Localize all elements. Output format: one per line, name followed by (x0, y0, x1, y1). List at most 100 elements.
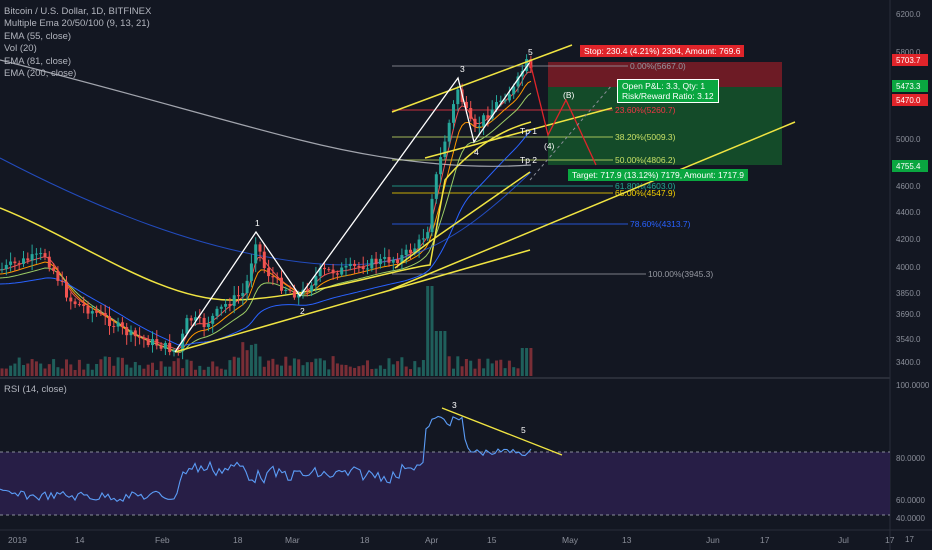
volume-bar (297, 359, 301, 376)
volume-bar (254, 343, 258, 376)
candle-body (499, 100, 503, 103)
candle-body (370, 258, 374, 269)
projection-path[interactable] (529, 61, 597, 166)
price-tag[interactable] (892, 160, 928, 172)
volume-bar (335, 363, 339, 376)
target-label[interactable]: Target: 717.9 (13.12%) 7179, Amount: 171… (568, 169, 749, 181)
volume-bar (30, 359, 34, 376)
wave-label[interactable]: 5 (528, 47, 533, 57)
axes: 6200.0 5800.0 5000.0 4600.0 4400.0 4200.0 4000… (8, 10, 930, 545)
price-tag-label: 5470.0 (896, 96, 921, 105)
volume-bar (60, 368, 64, 376)
fib-level-label: 38.20%(5009.3) (615, 132, 676, 142)
candle-body (404, 249, 408, 255)
volume-bar (331, 356, 335, 376)
time-axis-label: 17 (760, 535, 770, 545)
wave-label[interactable]: 2 (300, 306, 305, 316)
fib-level-label: 78.60%(4313.7) (630, 219, 691, 229)
time-axis-label: 15 (487, 535, 497, 545)
candle-body (361, 266, 365, 270)
rsi-series (0, 415, 532, 503)
pnl-label[interactable]: Open P&L: 3.3, Qty: 1 Risk/Reward Ratio:… (617, 79, 719, 103)
channel-lower[interactable] (424, 107, 613, 159)
legend-item-ema-55[interactable]: EMA (55, close) (4, 30, 72, 42)
tp-label[interactable]: Tp 1 (520, 126, 537, 136)
tp-label[interactable]: Tp 2 (520, 155, 537, 165)
volume-bar (138, 365, 142, 376)
fib-level-label: 65.00%(4547.9) (615, 188, 676, 198)
volume-bar (400, 357, 404, 376)
ema-100-line (0, 92, 532, 353)
candle-body (452, 104, 455, 123)
candle-body (0, 269, 4, 271)
price-tag[interactable] (892, 80, 928, 92)
volume-bar (86, 363, 90, 376)
volume-bar (249, 344, 253, 376)
candle-body (224, 304, 228, 307)
candle-body (90, 311, 94, 314)
price-axis-label: 5000.0 (896, 135, 921, 144)
rsi-legend[interactable]: RSI (14, close) (4, 384, 67, 395)
volume-bar (34, 361, 38, 376)
candle-body (198, 317, 202, 319)
legend-item-ema-81[interactable]: EMA (81, close) (4, 55, 72, 67)
volume-bar (383, 368, 387, 376)
candle-body (95, 311, 99, 313)
volume-bar (516, 368, 520, 376)
candle-body (456, 89, 460, 105)
wave-label[interactable]: 3 (460, 64, 465, 74)
legend-item-ema-200[interactable]: EMA (200, close) (4, 68, 77, 80)
volume-bar (219, 368, 223, 376)
trendline-long[interactable] (389, 121, 796, 291)
candle-body (4, 264, 8, 270)
candle-body (181, 333, 185, 351)
wave-label[interactable]: (B) (563, 90, 575, 100)
trend-support[interactable] (394, 239, 433, 269)
candle-body (297, 294, 301, 298)
symbol-title[interactable]: Bitcoin / U.S. Dollar, 1D, BITFINEX (4, 6, 152, 17)
volume-bar (310, 362, 314, 376)
stop-label[interactable]: Stop: 230.4 (4.21%) 2304, Amount: 769.6 (580, 45, 745, 57)
candle-body (366, 268, 369, 270)
candle-body (391, 259, 395, 263)
legend-item-volume[interactable]: Vol (20) (4, 43, 37, 55)
time-axis-label: 14 (75, 535, 85, 545)
wave-label[interactable]: 4 (474, 147, 479, 157)
rsi-band (0, 452, 890, 515)
trend-support-2[interactable] (431, 171, 531, 241)
volume-bar (340, 364, 344, 376)
candle-body (284, 289, 288, 291)
ema-50-line (0, 80, 532, 353)
price-tag[interactable] (892, 54, 928, 66)
trendline-main[interactable] (174, 249, 531, 353)
price-tag[interactable] (892, 94, 928, 106)
drawings[interactable]: 1 2 3 4 5 (4) (B) Tp 1 Tp 2 (174, 44, 796, 353)
tradingview-logo[interactable]: 17 (905, 535, 914, 544)
candle-body (288, 289, 292, 291)
projection-dashed[interactable] (529, 84, 613, 181)
volume-bar (4, 368, 8, 376)
fibonacci-retracement[interactable]: 0.00%(5667.0) 23.60%(5260.7) 38.20%(5009.3… (392, 61, 713, 279)
rsi-divergence-line[interactable] (441, 407, 563, 456)
candle-body (353, 263, 357, 266)
volume-bar (284, 356, 288, 376)
candle-body (77, 304, 81, 306)
ema-lines (0, 59, 532, 353)
candle-body (327, 269, 331, 271)
elliott-wave-path[interactable] (174, 61, 531, 353)
channel-upper[interactable] (391, 44, 573, 113)
volume-bar (486, 358, 490, 376)
candle-body (146, 339, 150, 346)
volume-bar (327, 369, 331, 376)
wave-label[interactable]: 1 (255, 218, 260, 228)
wave-label[interactable]: (4) (544, 141, 555, 151)
volume-bar (460, 366, 464, 376)
candle-body (133, 330, 137, 337)
rsi-wave-label[interactable]: 5 (521, 425, 526, 435)
time-axis-label: 18 (233, 535, 243, 545)
volume-bar (443, 331, 447, 376)
legend-item-multiple-ema[interactable]: Multiple Ema 20/50/100 (9, 13, 21) (4, 18, 150, 30)
rsi-wave-label[interactable]: 3 (452, 400, 457, 410)
volume-bar (99, 359, 103, 376)
